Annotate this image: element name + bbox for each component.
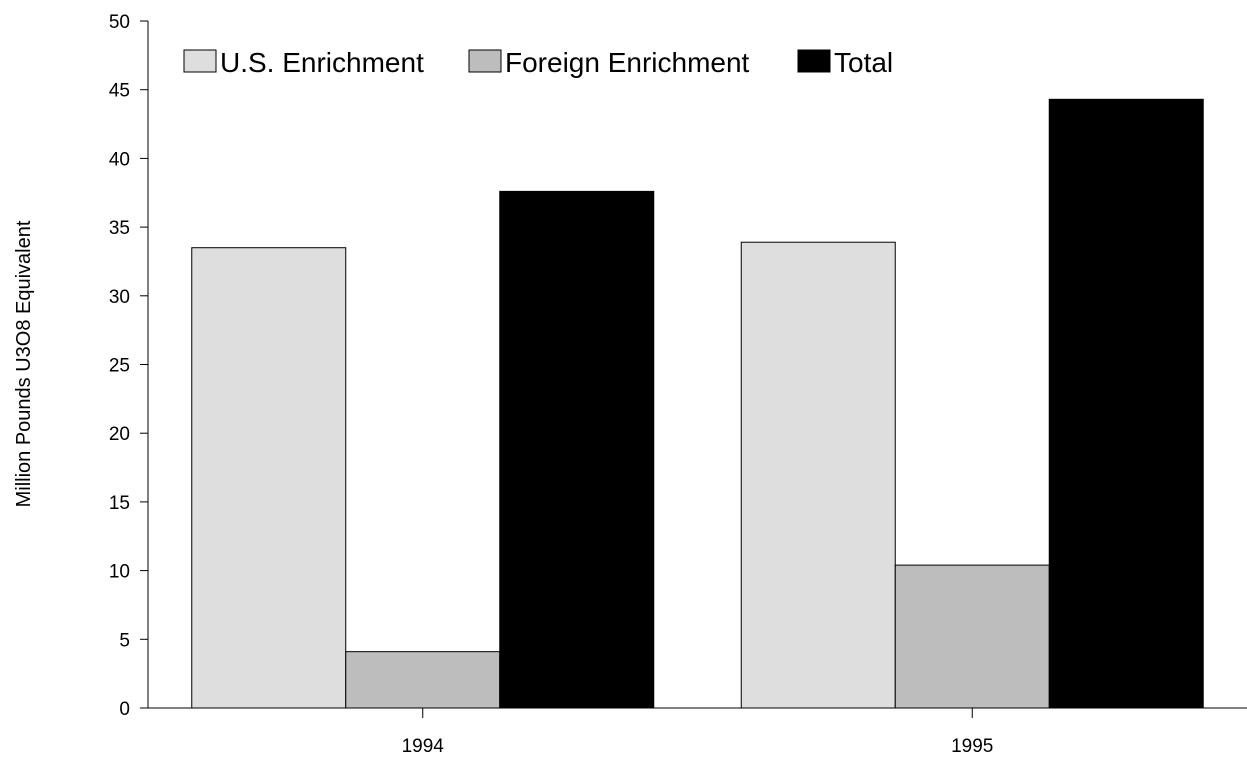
legend-swatch-1 [468,49,502,73]
y-tick-label: 50 [109,12,130,33]
y-tick-label: 45 [109,81,130,102]
bar-1995-foreign-enrichment [894,564,1050,709]
y-tick-label: 10 [109,562,130,583]
y-tick-label: 30 [109,287,130,308]
bar-1995-u-s-enrichment [740,241,896,709]
legend-label-2: Total [834,47,893,78]
axes-group: 0 5 10 15 20 25 30 35 40 45 50 1994 1995 [109,12,1247,757]
y-tick-label: 40 [109,149,130,170]
bar-1994-foreign-enrichment [345,651,501,709]
y-tick-label: 35 [109,218,130,239]
bars-group [191,98,1204,709]
bar-1994-total [499,190,655,709]
y-axis-title: Million Pounds U3O8 Equivalent [13,220,35,507]
bar-1994-u-s-enrichment [191,247,347,709]
y-tick-label: 15 [109,493,130,514]
x-tick-label: 1995 [951,736,993,757]
x-tick-label: 1994 [402,736,445,757]
legend-swatch-2 [797,49,831,73]
y-tick-label: 5 [119,630,130,651]
legend: U.S. Enrichment Foreign Enrichment Total [183,47,893,78]
y-tick-label: 20 [109,424,130,445]
y-tick-label: 0 [119,699,130,720]
legend-label-1: Foreign Enrichment [505,47,750,78]
bar-1995-total [1048,98,1204,709]
legend-swatch-0 [183,49,217,73]
legend-label-0: U.S. Enrichment [220,47,424,78]
y-tick-label: 25 [109,356,130,377]
